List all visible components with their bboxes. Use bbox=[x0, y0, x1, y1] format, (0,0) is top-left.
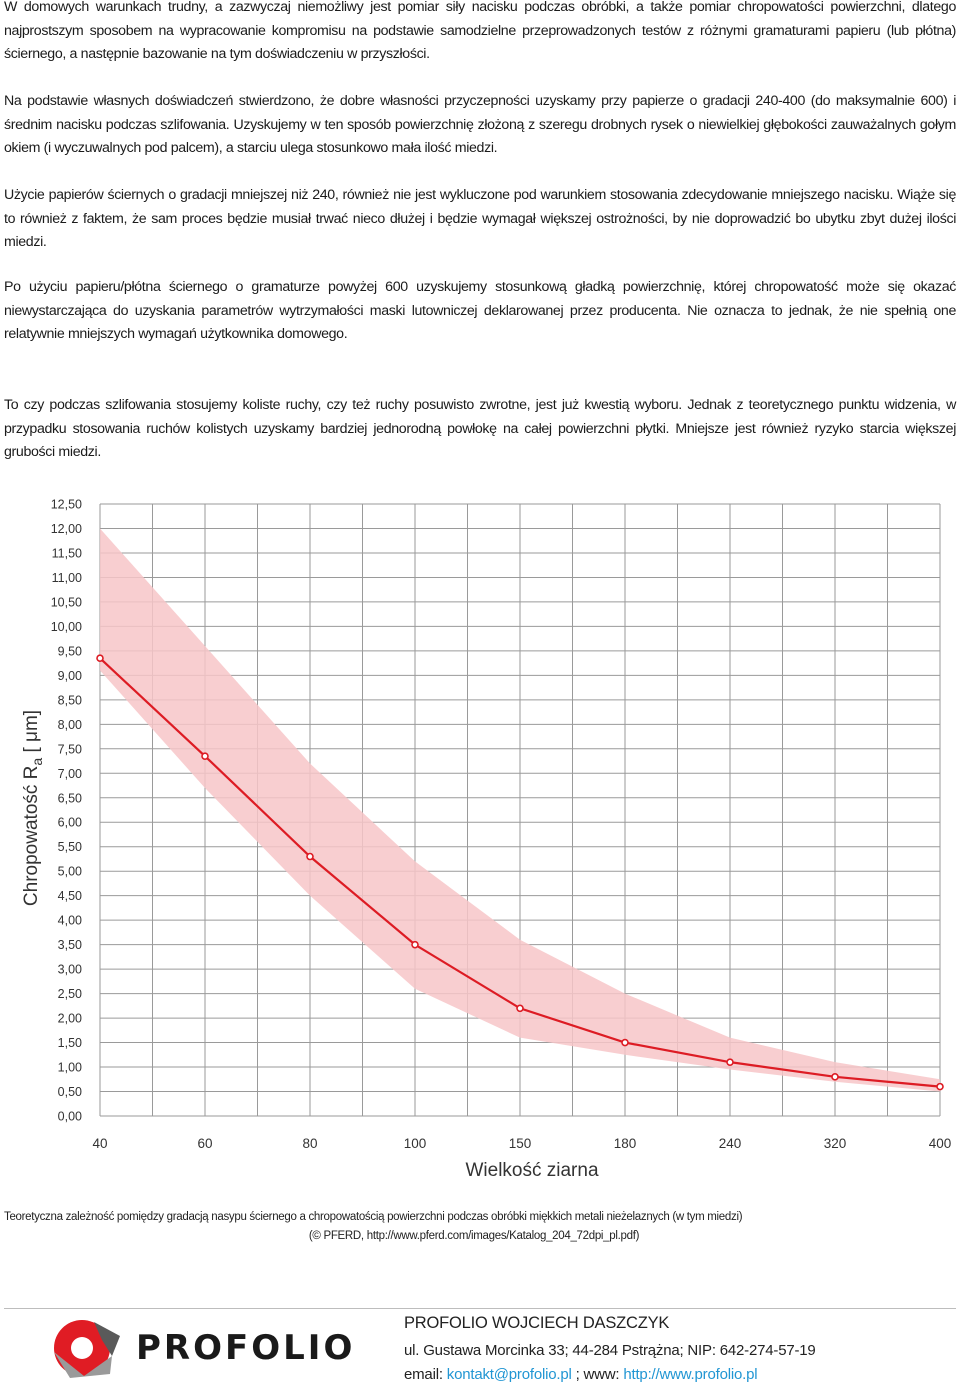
email-link[interactable]: kontakt@profolio.pl bbox=[446, 1366, 572, 1383]
y-tick-label: 0,00 bbox=[58, 1110, 82, 1124]
data-point bbox=[306, 852, 314, 861]
company-address: ul. Gustawa Morcinka 33; 44-284 Pstrążna… bbox=[404, 1342, 816, 1359]
x-tick-label: 80 bbox=[302, 1136, 317, 1151]
x-tick-label: 400 bbox=[929, 1136, 952, 1151]
y-tick-label: 0,50 bbox=[58, 1085, 82, 1099]
y-tick-label: 1,00 bbox=[58, 1061, 82, 1075]
y-tick-label: 4,00 bbox=[58, 914, 82, 928]
x-tick-label: 150 bbox=[509, 1136, 532, 1151]
y-tick-label: 5,50 bbox=[58, 840, 82, 854]
y-tick-label: 10,50 bbox=[51, 595, 82, 609]
y-tick-label: 5,00 bbox=[58, 865, 82, 879]
confidence-band bbox=[100, 528, 940, 1092]
y-tick-label: 7,00 bbox=[58, 767, 82, 781]
data-point bbox=[726, 1058, 734, 1066]
y-tick-label: 9,00 bbox=[58, 669, 82, 683]
data-point bbox=[621, 1038, 629, 1047]
y-tick-label: 3,50 bbox=[58, 938, 82, 952]
y-tick-label: 11,50 bbox=[52, 546, 82, 560]
chart-grid bbox=[99, 503, 941, 1117]
company-name: PROFOLIO WOJCIECH DASZCZYK bbox=[404, 1314, 670, 1332]
x-tick-label: 180 bbox=[614, 1136, 637, 1151]
paragraph-1: W domowych warunkach trudny, a zazwyczaj… bbox=[4, 0, 956, 62]
x-tick-labels: 40 60 80 100 150 180 240 320 400 bbox=[92, 1136, 951, 1151]
y-tick-label: 4,50 bbox=[58, 889, 82, 903]
y-tick-labels: 0,00 0,50 1,00 1,50 2,00 2,50 3,00 3,50 4,00 4,50… bbox=[51, 498, 82, 1124]
profolio-logo-icon bbox=[54, 1320, 120, 1378]
profolio-logo: PROFOLIO bbox=[50, 1316, 352, 1380]
y-tick-label: 6,00 bbox=[58, 816, 82, 830]
x-tick-label: 240 bbox=[719, 1136, 742, 1151]
y-tick-label: 8,50 bbox=[58, 693, 82, 707]
email-label: email: bbox=[404, 1366, 447, 1383]
data-point bbox=[201, 752, 209, 760]
data-point bbox=[831, 1073, 839, 1081]
footer-divider bbox=[4, 1308, 956, 1309]
y-tick-label: 11,00 bbox=[52, 571, 82, 585]
y-axis-title-main: Chropowatość R bbox=[21, 766, 42, 906]
y-tick-label: 2,00 bbox=[58, 1012, 82, 1026]
x-tick-label: 320 bbox=[824, 1136, 847, 1151]
data-point bbox=[516, 1004, 524, 1013]
website-link[interactable]: http://www.profolio.pl bbox=[623, 1366, 758, 1383]
y-axis-title-sub: a bbox=[29, 758, 45, 766]
x-axis-title: Wielkość ziarna bbox=[465, 1160, 598, 1181]
y-tick-label: 8,00 bbox=[58, 718, 82, 732]
paragraph-4: Po użyciu papieru/płótna ściernego o gra… bbox=[4, 279, 956, 342]
chart-band bbox=[100, 528, 940, 1092]
y-tick-label: 2,50 bbox=[58, 987, 82, 1001]
y-tick-label: 6,50 bbox=[58, 791, 82, 805]
chart-source: (© PFERD, http://www.pferd.com/images/Ka… bbox=[308, 1230, 640, 1242]
y-tick-label: 12,00 bbox=[51, 522, 82, 536]
paragraph-5: To czy podczas szlifowania stosujemy kol… bbox=[4, 397, 956, 460]
data-point bbox=[96, 654, 104, 663]
y-tick-label: 1,50 bbox=[58, 1036, 82, 1050]
chart-points bbox=[96, 654, 944, 1091]
y-tick-label: 10,00 bbox=[51, 620, 82, 634]
x-tick-label: 100 bbox=[404, 1136, 427, 1151]
x-tick-label: 40 bbox=[92, 1136, 107, 1151]
profolio-logo-text: PROFOLIO bbox=[136, 1328, 356, 1368]
paragraph-2: Na podstawie własnych doświadczeń stwier… bbox=[4, 93, 956, 156]
y-axis-title-unit: [ μm] bbox=[21, 710, 42, 758]
y-tick-label: 3,00 bbox=[58, 963, 82, 977]
data-point bbox=[936, 1082, 944, 1091]
y-axis-title: Chropowatość Ra [ μm] bbox=[21, 710, 45, 906]
data-point bbox=[411, 940, 419, 949]
company-contact: email: kontakt@profolio.pl ; www: http:/… bbox=[404, 1366, 758, 1383]
paragraph-3: Użycie papierów ściernych o gradacji mni… bbox=[4, 187, 956, 250]
y-tick-label: 7,50 bbox=[58, 742, 82, 756]
x-tick-label: 60 bbox=[197, 1136, 212, 1151]
www-label: ; www: bbox=[571, 1366, 624, 1383]
chart-caption: Teoretyczna zależność pomiędzy gradacją … bbox=[4, 1211, 743, 1223]
y-tick-label: 12,50 bbox=[51, 498, 82, 512]
y-tick-label: 9,50 bbox=[58, 644, 82, 658]
roughness-chart: 0,00 0,50 1,00 1,50 2,00 2,50 3,00 3,50 4,00 4,50… bbox=[21, 498, 951, 1182]
